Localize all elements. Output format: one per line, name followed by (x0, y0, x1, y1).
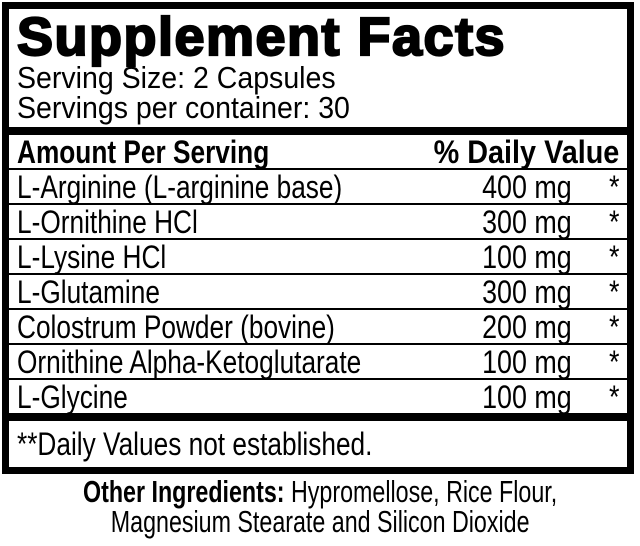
footnote-row: **Daily Values not established. (9, 421, 627, 467)
amount-per-serving-header: Amount Per Serving (17, 133, 270, 170)
servings-per-container-text: Servings per container: 30 (17, 90, 350, 125)
other-ingredients-list-part2: Magnesium Stearate and Silicon Dioxide (110, 504, 530, 539)
table-row: Ornithine Alpha-Ketoglutarate 100 mg * (9, 345, 627, 380)
servings-per-container-line: Servings per container: 30 (9, 90, 627, 125)
table-row: Colostrum Powder (bovine) 200 mg * (9, 310, 627, 345)
ingredient-daily-value: * (608, 343, 619, 380)
ingredient-name: L-Lysine HCl (17, 238, 167, 275)
table-row: L-Glycine 100 mg * (9, 380, 627, 413)
ingredient-name: L-Glutamine (17, 273, 160, 310)
ingredient-name: L-Ornithine HCl (17, 203, 198, 240)
ingredient-amount: 100 mg (482, 378, 572, 415)
ingredient-name: Ornithine Alpha-Ketoglutarate (17, 343, 362, 380)
other-ingredients-line-2: Magnesium Stearate and Silicon Dioxide (0, 504, 640, 539)
ingredient-amount: 400 mg (482, 168, 572, 205)
table-row: L-Lysine HCl 100 mg * (9, 240, 627, 275)
daily-value-header-cell: % Daily Value (413, 136, 619, 168)
other-ingredients: Other Ingredients: Hypromellose, Rice Fl… (0, 474, 640, 539)
footnote-text: **Daily Values not established. (17, 426, 373, 462)
table-row: L-Ornithine HCl 300 mg * (9, 205, 627, 240)
amount-per-serving-header-cell: Amount Per Serving (17, 136, 413, 168)
ingredient-daily-value: * (608, 308, 619, 345)
table-row: L-Glutamine 300 mg * (9, 275, 627, 310)
table-row: L-Arginine (L-arginine base) 400 mg * (9, 170, 627, 205)
ingredient-daily-value: * (608, 168, 619, 205)
ingredient-amount: 200 mg (482, 308, 572, 345)
thick-divider-bottom (9, 413, 627, 421)
daily-value-header: % Daily Value (433, 133, 619, 170)
ingredient-amount: 300 mg (482, 203, 572, 240)
other-ingredients-line-1: Other Ingredients: Hypromellose, Rice Fl… (0, 474, 640, 509)
ingredient-daily-value: * (608, 378, 619, 415)
table-header-row: Amount Per Serving % Daily Value (9, 135, 627, 170)
ingredient-daily-value: * (608, 273, 619, 310)
serving-size-line: Serving Size: 2 Capsules (9, 60, 627, 95)
thick-divider-top (9, 127, 627, 135)
other-ingredients-label: Other Ingredients: (82, 474, 285, 509)
facts-panel: Supplement Facts Serving Size: 2 Capsule… (2, 2, 634, 474)
ingredient-daily-value: * (608, 203, 619, 240)
ingredient-name: L-Arginine (L-arginine base) (17, 168, 343, 205)
panel-title: Supplement Facts (16, 7, 507, 67)
ingredient-daily-value: * (608, 238, 619, 275)
other-ingredients-list-part1: Hypromellose, Rice Flour, (284, 474, 558, 509)
ingredient-amount: 100 mg (482, 343, 572, 380)
ingredient-name: L-Glycine (17, 378, 128, 415)
ingredient-name: Colostrum Powder (bovine) (17, 308, 335, 345)
serving-size-text: Serving Size: 2 Capsules (17, 60, 336, 95)
ingredient-amount: 100 mg (482, 238, 572, 275)
ingredient-amount: 300 mg (482, 273, 572, 310)
